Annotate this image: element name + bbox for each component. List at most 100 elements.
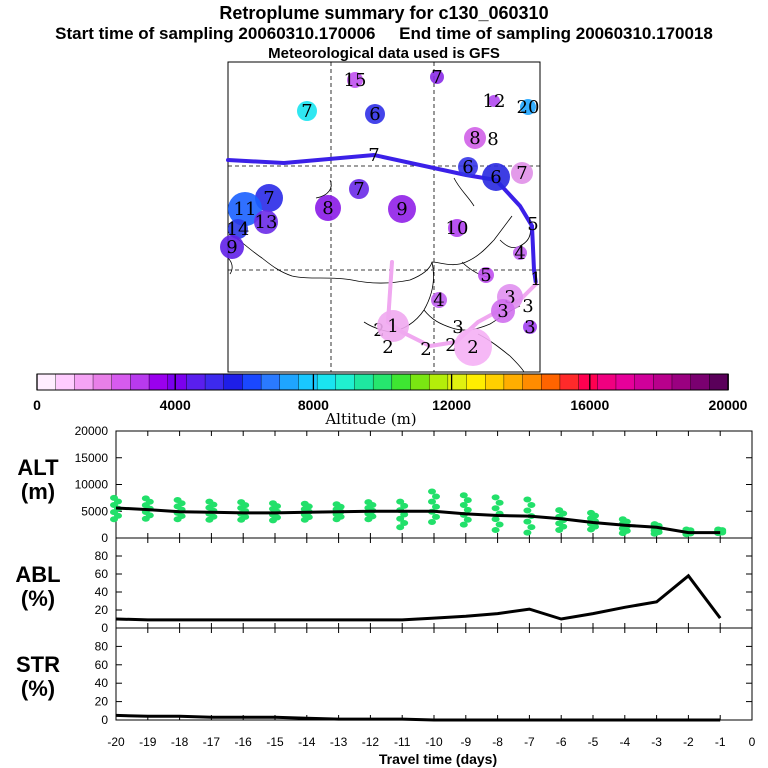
map-plume-marker: 7	[255, 184, 283, 212]
map-plume-marker: 8	[464, 127, 486, 149]
map-plume-marker: 8	[487, 129, 498, 150]
plume-day-label: 9	[396, 199, 407, 220]
x-tick-label: -17	[203, 735, 221, 749]
colorbar-swatch	[615, 373, 636, 391]
altitude-sample-dot	[527, 524, 536, 531]
colorbar-swatch	[111, 373, 132, 391]
x-tick-label: -7	[524, 735, 535, 749]
x-tick-label: 0	[749, 735, 756, 749]
altitude-sample-dot	[463, 516, 472, 523]
plume-day-label: 7	[301, 101, 312, 122]
map-plume-marker: 5	[478, 265, 494, 286]
plume-day-label: 6	[462, 157, 473, 178]
plume-dot	[478, 267, 494, 283]
plume-day-label: 7	[431, 67, 442, 88]
plume-day-label: 1	[387, 316, 398, 337]
map-plume-marker: 2	[382, 337, 393, 358]
y-tick-label: 40	[95, 676, 109, 690]
altitude-colorbar: 0 4000 8000 12000 16000 20000 Altitude (m)	[33, 373, 748, 428]
altitude-sample-dot	[527, 502, 536, 509]
colorbar-swatch	[391, 373, 412, 391]
altitude-sample-dot	[205, 498, 214, 505]
map-plume-marker: 3	[523, 317, 537, 338]
colorbar-tick-label: 4000	[160, 397, 191, 413]
altitude-sample-dot	[110, 494, 118, 501]
plume-day-label: 15	[344, 70, 367, 91]
map-plume-marker: 2	[454, 328, 492, 366]
altitude-sample-dot	[428, 488, 436, 495]
x-tick-label: -6	[556, 735, 567, 749]
colorbar-swatch	[671, 373, 692, 391]
plume-day-label: 4	[433, 290, 444, 311]
plume-dot	[297, 101, 317, 121]
y-tick-label: 80	[95, 639, 109, 653]
plume-day-label: 5	[480, 265, 491, 286]
altitude-sample-dot	[459, 521, 468, 528]
panel-ylabel: (%)	[21, 586, 55, 611]
colorbar-swatch	[36, 373, 57, 391]
colorbar-swatch	[522, 373, 543, 391]
altitude-sample-dot	[428, 518, 436, 525]
plume-day-label: 2	[445, 335, 456, 356]
altitude-sample-dot	[463, 497, 472, 504]
colorbar-swatch	[354, 373, 374, 391]
y-tick-label: 15000	[75, 451, 109, 465]
map-plume-marker: 3	[452, 317, 463, 338]
colorbar-swatch	[298, 373, 318, 391]
altitude-sample-dot	[523, 518, 532, 525]
colorbar-swatch	[485, 373, 505, 391]
panel-ylabel: ABL	[15, 562, 60, 587]
x-tick-labels: -20 -19 -18 -17 -16 -15 -14 -13 -12 -11 -10 -9 -8 -7-…	[107, 735, 755, 749]
colorbar-tick-label: 20000	[709, 397, 748, 413]
colorbar-swatch	[709, 373, 729, 391]
plume-dot	[488, 95, 500, 107]
altitude-sample-dot	[396, 498, 405, 505]
x-tick-label: -5	[588, 735, 599, 749]
map-plume-marker: 10	[446, 218, 469, 239]
altitude-sample-dot	[428, 498, 436, 505]
y-tick-label: 60	[95, 567, 109, 581]
colorbar-swatch	[410, 373, 430, 391]
x-tick-label: -20	[107, 735, 125, 749]
panel-alt: 0 5000 10000 15000 20000 ALT(m)	[17, 424, 753, 545]
x-tick-label: -9	[460, 735, 471, 749]
plume-dot	[448, 219, 466, 237]
map-plume-marker: 13	[254, 210, 278, 234]
colorbar-swatch	[92, 373, 113, 391]
y-tick-label: 5000	[81, 504, 108, 518]
plume-day-label: 6	[369, 104, 380, 125]
plume-dot	[431, 292, 447, 308]
panel-str: 0 20 40 60 80 STR(%)	[16, 627, 753, 727]
altitude-sample-dot	[495, 521, 504, 528]
x-tick-label: -10	[425, 735, 443, 749]
colorbar-swatch	[428, 373, 449, 391]
map-plume-marker: 2	[420, 339, 431, 360]
plume-day-label: 3	[522, 296, 533, 317]
colorbar-title: Altitude (m)	[324, 410, 416, 428]
altitude-sample-dot	[491, 505, 500, 512]
colorbar-swatch	[186, 373, 206, 391]
colorbar-swatch	[503, 373, 524, 391]
altitude-sample-dot	[400, 511, 409, 518]
plume-day-label: 7	[368, 145, 379, 166]
map-plume-marker: 6	[365, 104, 385, 125]
x-tick-label: -14	[298, 735, 316, 749]
altitude-sample-dot	[491, 516, 500, 523]
map-plume-marker: 1	[530, 269, 541, 290]
plume-day-label: 3	[524, 317, 535, 338]
plume-dot	[228, 192, 262, 226]
colorbar-swatch	[597, 373, 617, 391]
map-plume-marker: 8	[315, 195, 341, 221]
map-plume-marker: 2	[445, 335, 456, 356]
altitude-sample-dot	[459, 492, 468, 499]
plume-dot	[349, 179, 369, 199]
map-plume-marker: 5	[527, 214, 538, 235]
colorbar-swatch	[634, 373, 655, 391]
plume-dot	[511, 162, 533, 184]
plume-dot	[315, 195, 341, 221]
map-plume-marker: 1	[377, 310, 409, 342]
x-tick-label: -8	[492, 735, 503, 749]
panel-frame	[115, 627, 753, 721]
colorbar-tick-label: 16000	[570, 397, 609, 413]
series-line	[115, 573, 722, 622]
